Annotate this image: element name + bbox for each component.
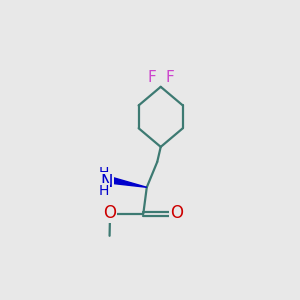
Text: H: H (99, 166, 109, 180)
Text: N: N (100, 173, 113, 191)
Polygon shape (111, 177, 147, 187)
Text: O: O (103, 204, 116, 222)
Text: F: F (165, 70, 174, 85)
Text: H: H (99, 184, 109, 198)
Text: O: O (170, 204, 183, 222)
Text: F: F (148, 70, 156, 85)
